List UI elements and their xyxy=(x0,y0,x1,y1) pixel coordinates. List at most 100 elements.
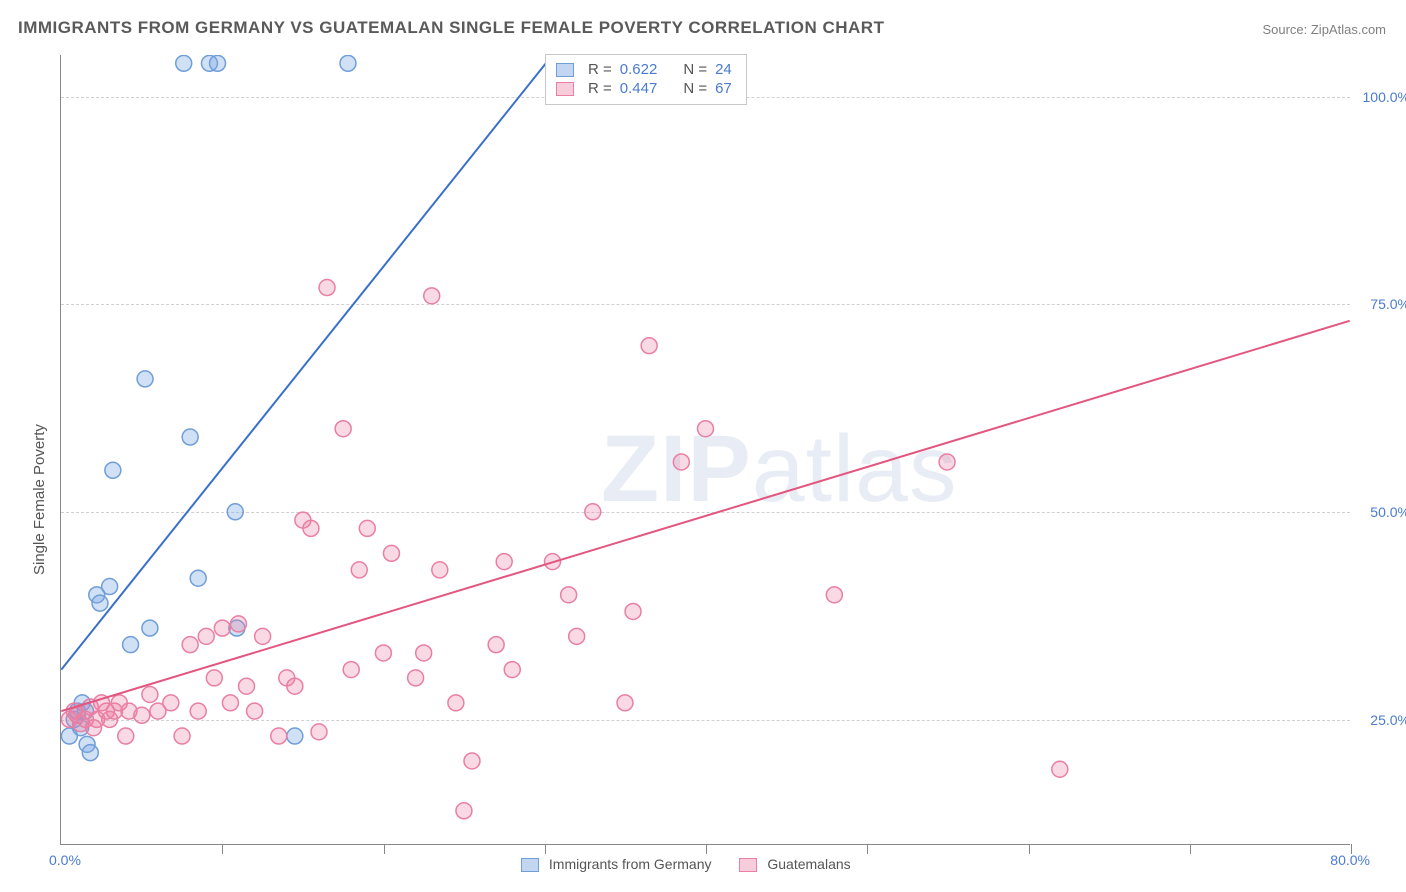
data-point xyxy=(222,695,238,711)
x-tick xyxy=(1029,844,1030,854)
data-point xyxy=(247,703,263,719)
x-tick xyxy=(706,844,707,854)
data-point xyxy=(239,678,255,694)
data-point xyxy=(198,628,214,644)
n-label: N = xyxy=(683,61,707,78)
n-label: N = xyxy=(683,80,707,97)
data-point xyxy=(206,670,222,686)
r-label: R = xyxy=(588,80,612,97)
data-point xyxy=(319,280,335,296)
data-point xyxy=(617,695,633,711)
swatch-guatemalans xyxy=(556,82,574,96)
legend-row-guatemalans: R = 0.447 N = 67 xyxy=(556,79,732,98)
r-value-germany: 0.622 xyxy=(620,61,658,78)
y-tick-label: 25.0% xyxy=(1355,712,1406,728)
x-tick xyxy=(1190,844,1191,854)
data-point xyxy=(230,616,246,632)
plot-area: ZIPatlas Single Female Poverty 0.0% 80.0… xyxy=(60,55,1350,845)
data-point xyxy=(585,504,601,520)
data-point xyxy=(569,628,585,644)
data-point xyxy=(383,545,399,561)
data-point xyxy=(343,662,359,678)
x-tick xyxy=(384,844,385,854)
x-tick xyxy=(222,844,223,854)
y-tick-label: 50.0% xyxy=(1355,504,1406,520)
data-point xyxy=(673,454,689,470)
r-value-guatemalans: 0.447 xyxy=(620,80,658,97)
data-point xyxy=(174,728,190,744)
data-point xyxy=(182,429,198,445)
y-tick-label: 100.0% xyxy=(1355,89,1406,105)
y-tick-label: 75.0% xyxy=(1355,296,1406,312)
data-point xyxy=(424,288,440,304)
data-point xyxy=(464,753,480,769)
legend-item-germany: Immigrants from Germany xyxy=(521,856,711,872)
data-point xyxy=(561,587,577,603)
r-label: R = xyxy=(588,61,612,78)
data-point xyxy=(287,728,303,744)
data-point xyxy=(826,587,842,603)
data-point xyxy=(303,520,319,536)
data-point xyxy=(214,620,230,636)
data-point xyxy=(408,670,424,686)
data-point xyxy=(1052,761,1068,777)
data-point xyxy=(102,579,118,595)
data-point xyxy=(496,554,512,570)
data-point xyxy=(176,55,192,71)
chart-title: IMMIGRANTS FROM GERMANY VS GUATEMALAN SI… xyxy=(18,18,884,38)
data-point xyxy=(359,520,375,536)
data-point xyxy=(375,645,391,661)
correlation-legend: R = 0.622 N = 24 R = 0.447 N = 67 xyxy=(545,54,747,105)
data-point xyxy=(255,628,271,644)
data-point xyxy=(698,421,714,437)
data-point xyxy=(163,695,179,711)
data-point xyxy=(134,707,150,723)
data-point xyxy=(190,570,206,586)
data-point xyxy=(488,637,504,653)
data-point xyxy=(123,637,139,653)
swatch-guatemalans-bottom xyxy=(739,858,757,872)
plot-svg xyxy=(61,55,1350,844)
x-tick xyxy=(867,844,868,854)
n-value-germany: 24 xyxy=(715,61,732,78)
data-point xyxy=(142,687,158,703)
data-point xyxy=(287,678,303,694)
data-point xyxy=(92,595,108,611)
data-point xyxy=(182,637,198,653)
legend-label-germany: Immigrants from Germany xyxy=(549,856,712,872)
data-point xyxy=(210,55,226,71)
data-point xyxy=(456,803,472,819)
data-point xyxy=(137,371,153,387)
legend-item-guatemalans: Guatemalans xyxy=(739,856,850,872)
data-point xyxy=(641,338,657,354)
source-attribution: Source: ZipAtlas.com xyxy=(1262,22,1386,37)
x-tick xyxy=(545,844,546,854)
data-point xyxy=(335,421,351,437)
swatch-germany-bottom xyxy=(521,858,539,872)
legend-label-guatemalans: Guatemalans xyxy=(767,856,850,872)
data-point xyxy=(432,562,448,578)
data-point xyxy=(939,454,955,470)
series-legend: Immigrants from Germany Guatemalans xyxy=(521,856,851,872)
n-value-guatemalans: 67 xyxy=(715,80,732,97)
swatch-germany xyxy=(556,63,574,77)
data-point xyxy=(105,462,121,478)
data-point xyxy=(416,645,432,661)
legend-row-germany: R = 0.622 N = 24 xyxy=(556,60,732,79)
data-point xyxy=(190,703,206,719)
x-origin-label: 0.0% xyxy=(49,852,81,868)
y-axis-label: Single Female Poverty xyxy=(31,424,48,575)
data-point xyxy=(271,728,287,744)
trend-line xyxy=(61,321,1349,711)
data-point xyxy=(142,620,158,636)
data-point xyxy=(340,55,356,71)
data-point xyxy=(118,728,134,744)
data-point xyxy=(625,603,641,619)
data-point xyxy=(351,562,367,578)
data-point xyxy=(504,662,520,678)
data-point xyxy=(227,504,243,520)
data-point xyxy=(448,695,464,711)
trend-line xyxy=(61,55,552,670)
x-tick xyxy=(1351,844,1352,854)
data-point xyxy=(82,745,98,761)
